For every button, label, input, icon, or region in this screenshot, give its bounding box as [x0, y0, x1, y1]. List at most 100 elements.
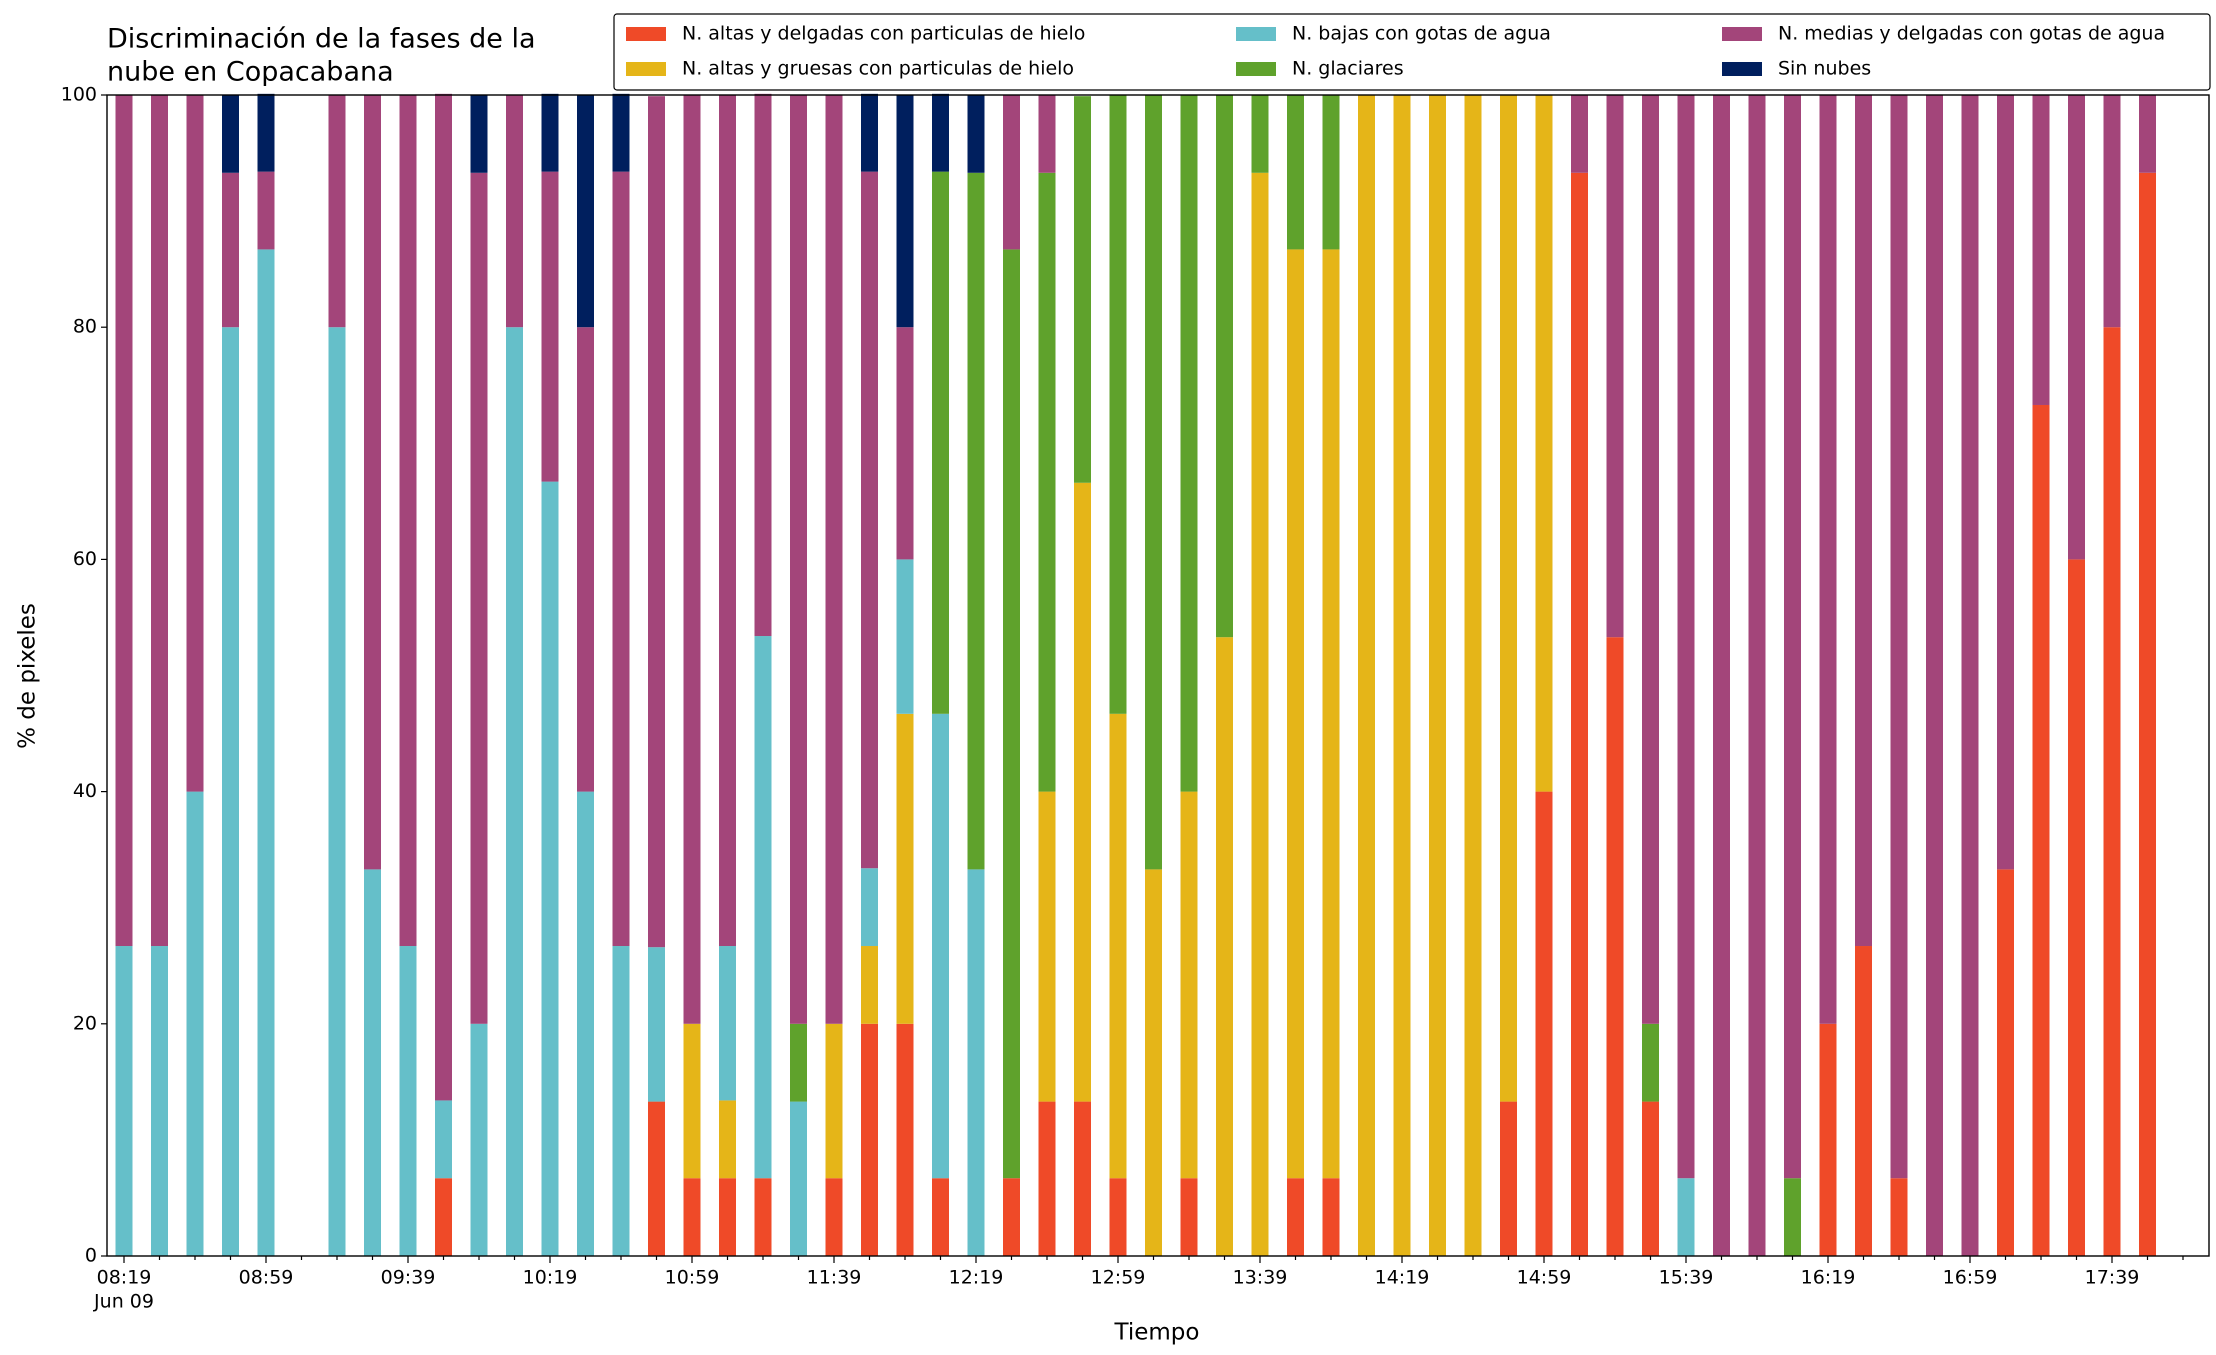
bar-segment — [2032, 404, 2050, 1256]
bar-segment — [1074, 96, 1091, 483]
bar-segment — [1038, 95, 1056, 173]
bar-segment — [1109, 95, 1127, 714]
bar-segment — [719, 95, 736, 947]
bar-segment — [754, 636, 772, 1179]
bar-segment — [470, 95, 488, 173]
bar-segment — [719, 1100, 736, 1179]
bar-segment — [932, 93, 949, 172]
bar-segment — [1784, 1178, 1801, 1256]
x-tick-label: 11:39 — [807, 1267, 862, 1289]
bar-segment — [1819, 1023, 1837, 1256]
bar-segment — [399, 95, 417, 947]
bar-segment — [1571, 172, 1588, 1257]
chart-title: Discriminación de la fases de la — [107, 24, 536, 55]
x-tick-label: 14:19 — [1375, 1267, 1430, 1289]
bar-segment — [1287, 95, 1304, 250]
bar-segment — [754, 1178, 772, 1256]
y-axis-label: % de pixeles — [15, 603, 41, 749]
y-tick-label: 0 — [85, 1245, 97, 1267]
bar-segment — [1535, 791, 1553, 1256]
bar-segment — [186, 95, 204, 792]
bar-segment — [1784, 95, 1801, 1179]
x-axis-label: Tiempo — [1114, 1320, 1200, 1346]
bar-segment — [861, 93, 878, 172]
bar-segment — [470, 172, 488, 1024]
bar-segment — [648, 1101, 665, 1256]
bar-segment — [1074, 482, 1091, 1102]
x-tick-label: 16:59 — [1943, 1267, 1998, 1289]
y-tick-label: 20 — [73, 1012, 97, 1034]
bar-segment — [1429, 95, 1446, 1256]
bar-segment — [435, 93, 452, 1101]
bar-segment — [1287, 249, 1304, 1179]
bar-segment — [932, 1178, 949, 1256]
bar-segment — [648, 947, 665, 1102]
bar-segment — [2068, 559, 2085, 1256]
bar-segment — [1855, 95, 1872, 947]
bar-segment — [257, 93, 275, 172]
legend-swatch — [1236, 27, 1276, 41]
legend-label: N. altas y delgadas con particulas de hi… — [682, 23, 1085, 45]
bar-segment — [2139, 172, 2156, 1257]
bar-segment — [1109, 713, 1127, 1179]
bar-segment — [2068, 95, 2085, 560]
bar-segment — [1003, 249, 1020, 1179]
bar-segment — [1642, 95, 1659, 1024]
bar-segment — [364, 869, 381, 1256]
bar-segment — [861, 868, 878, 947]
bar-segment — [470, 1023, 488, 1256]
bar-segment — [896, 1023, 914, 1256]
x-tick-label: 16:19 — [1801, 1267, 1856, 1289]
bar-segment — [2103, 327, 2121, 1256]
bar-segment — [1216, 95, 1233, 638]
bar-segment — [1606, 637, 1624, 1256]
bar-segment — [1677, 1178, 1695, 1256]
bar-segment — [186, 791, 204, 1256]
bar-segment — [719, 946, 736, 1101]
bar-segment — [577, 791, 594, 1256]
bar-segment — [896, 95, 914, 328]
bar-segment — [435, 1178, 452, 1256]
bar-segment — [967, 869, 985, 1256]
bar-segment — [719, 1178, 736, 1256]
bar-segment — [1500, 1101, 1517, 1256]
bar-segment — [1287, 1178, 1304, 1256]
x-tick-label: 12:59 — [1091, 1267, 1146, 1289]
bar-segment — [364, 95, 381, 870]
bar-segment — [257, 249, 275, 1257]
bar-segment — [790, 95, 807, 1024]
bar-segment — [1748, 95, 1766, 1256]
x-tick-label: 15:39 — [1659, 1267, 1714, 1289]
bar-segment — [932, 713, 949, 1179]
x-tick-label: 17:39 — [2085, 1267, 2140, 1289]
bar-segment — [1003, 1178, 1020, 1256]
bar-segment — [151, 95, 168, 947]
bar-segment — [1997, 869, 2014, 1256]
bar-segment — [1322, 1178, 1340, 1256]
bar-segment — [2103, 95, 2121, 328]
y-tick-label: 80 — [73, 316, 97, 338]
bar-segment — [2139, 95, 2156, 173]
bar-segment — [1145, 95, 1162, 870]
x-tick-label: 13:39 — [1233, 1267, 1288, 1289]
bar-segment — [1358, 95, 1375, 1256]
bar-segment — [115, 946, 133, 1256]
bar-segment — [399, 946, 417, 1256]
legend-label: N. altas y gruesas con particulas de hie… — [682, 58, 1074, 80]
bar-segment — [861, 946, 878, 1024]
bar-segment — [967, 172, 985, 870]
bar-segment — [612, 946, 630, 1256]
y-tick-label: 100 — [61, 84, 97, 106]
bar-segment — [1216, 637, 1233, 1256]
bar-segment — [1180, 95, 1198, 792]
bar-segment — [151, 946, 168, 1256]
date-label: Jun 09 — [93, 1291, 154, 1313]
bar-segment — [506, 95, 523, 328]
bar-segment — [1464, 95, 1482, 1256]
bar-segment — [896, 713, 914, 1024]
bar-segment — [222, 327, 239, 1256]
bar-segment — [541, 481, 559, 1256]
bar-segment — [861, 1023, 878, 1256]
bar-segment — [896, 327, 914, 560]
